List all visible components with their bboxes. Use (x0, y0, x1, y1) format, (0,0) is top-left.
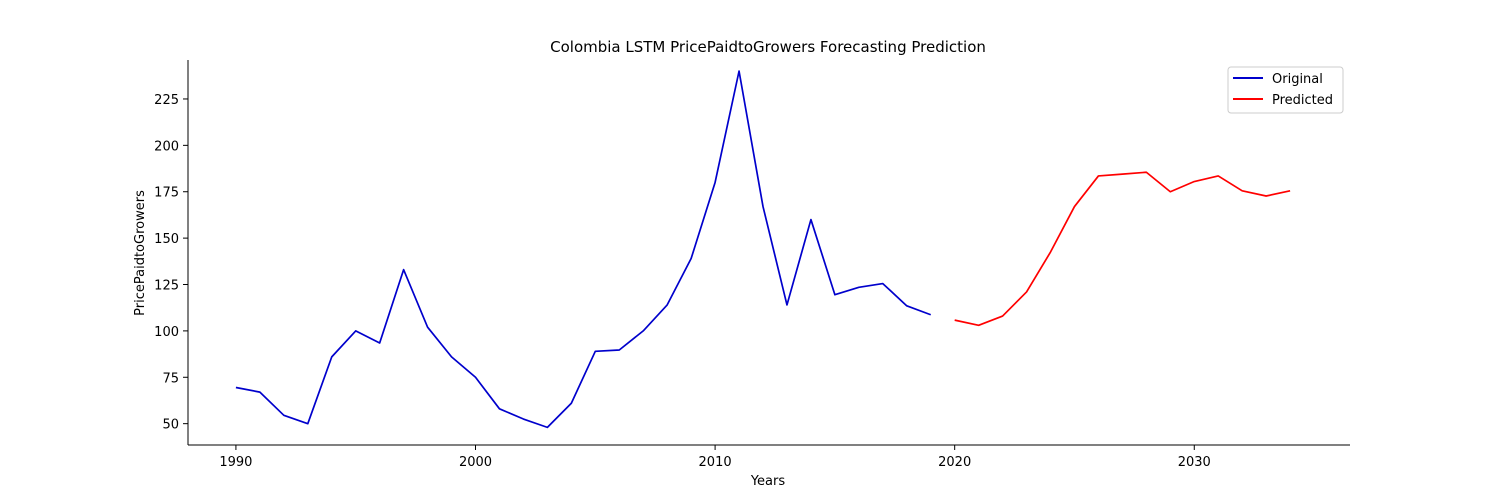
chart-title: Colombia LSTM PricePaidtoGrowers Forecas… (550, 38, 986, 56)
x-tick-label: 2030 (1178, 455, 1211, 470)
x-tick-label: 2000 (459, 455, 492, 470)
y-tick-label: 50 (162, 418, 179, 433)
y-tick-label: 125 (154, 279, 179, 294)
legend-label-predicted: Predicted (1272, 93, 1333, 108)
y-tick-label: 75 (162, 371, 179, 386)
y-axis-label: PricePaidtoGrowers (133, 190, 148, 316)
y-tick-label: 200 (154, 139, 179, 154)
x-tick-label: 1990 (219, 455, 252, 470)
legend-label-original: Original (1272, 72, 1323, 87)
series-layer (235, 70, 1291, 429)
y-tick-label: 175 (154, 186, 179, 201)
y-tick-label: 100 (154, 325, 179, 340)
x-ticks: 1990 2000 2010 2020 2030 (219, 445, 1211, 470)
y-ticks: 50 75 100 125 150 175 200 225 (154, 93, 188, 433)
x-tick-label: 2010 (699, 455, 732, 470)
series-line-predicted (954, 171, 1291, 327)
y-tick-label: 150 (154, 232, 179, 247)
x-tick-label: 2020 (938, 455, 971, 470)
legend: Original Predicted (1227, 66, 1344, 114)
y-tick-label: 225 (154, 93, 179, 108)
x-axis-label: Years (750, 474, 786, 489)
series-line-original (235, 70, 932, 429)
